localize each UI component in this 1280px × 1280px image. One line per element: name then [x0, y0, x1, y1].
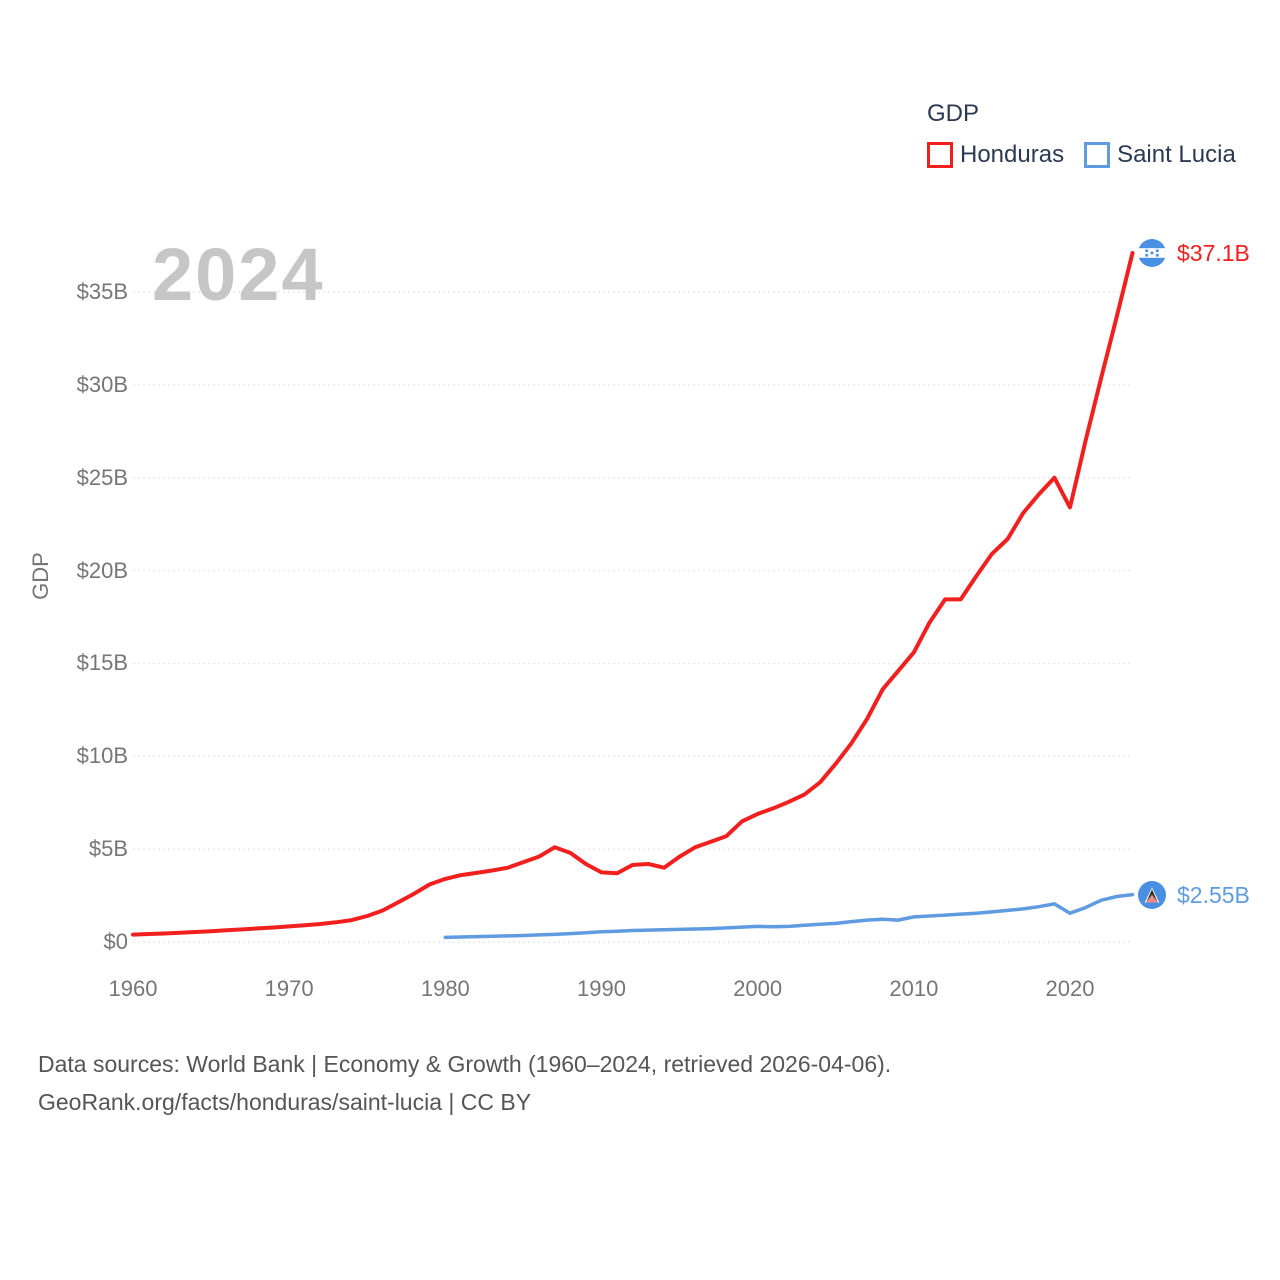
y-tick-label: $10B — [76, 743, 128, 769]
legend-item-saint-lucia[interactable]: Saint Lucia — [1084, 141, 1236, 169]
footer-source-line: Data sources: World Bank | Economy & Gro… — [38, 1051, 892, 1077]
x-tick-label: 1960 — [108, 976, 158, 1001]
legend-swatch-saint-lucia — [1084, 142, 1111, 168]
legend-label: Honduras — [960, 141, 1065, 168]
series-line-honduras[interactable] — [131, 251, 1135, 937]
legend: GDP Honduras Saint Lucia — [927, 100, 1236, 169]
y-tick-label: $0 — [103, 929, 128, 954]
honduras-flag-icon[interactable] — [1138, 239, 1166, 267]
y-tick-label: $20B — [76, 557, 128, 583]
legend-label: Saint Lucia — [1117, 141, 1236, 168]
saint-lucia-flag-icon[interactable] — [1138, 880, 1166, 909]
legend-items: Honduras Saint Lucia — [927, 141, 1236, 169]
saint-lucia-value-label: $2.55B — [1177, 881, 1250, 908]
honduras-value-label: $37.1B — [1177, 240, 1250, 266]
series-line-saint-lucia[interactable] — [443, 892, 1135, 940]
x-tick-label: 1990 — [577, 976, 626, 1001]
legend-swatch-honduras — [927, 142, 953, 168]
x-tick-label: 2010 — [889, 976, 939, 1001]
y-tick-label: $5B — [88, 836, 128, 862]
y-tick-label: $30B — [76, 371, 128, 397]
footer: Data sources: World Bank | Economy & Gro… — [38, 1045, 891, 1121]
legend-item-honduras[interactable]: Honduras — [927, 141, 1064, 169]
x-tick-label: 2000 — [733, 976, 783, 1001]
x-tick-label: 1980 — [420, 976, 470, 1001]
y-tick-label: $15B — [76, 650, 128, 676]
watermark-year: 2024 — [152, 233, 325, 316]
footer-link-line[interactable]: GeoRank.org/facts/honduras/saint-lucia |… — [38, 1089, 532, 1115]
legend-title: GDP — [927, 100, 980, 127]
x-tick-label: 2020 — [1045, 976, 1095, 1001]
y-tick-label: $35B — [76, 279, 128, 304]
y-tick-label: $25B — [76, 464, 128, 490]
x-tick-label: 1970 — [264, 976, 314, 1001]
